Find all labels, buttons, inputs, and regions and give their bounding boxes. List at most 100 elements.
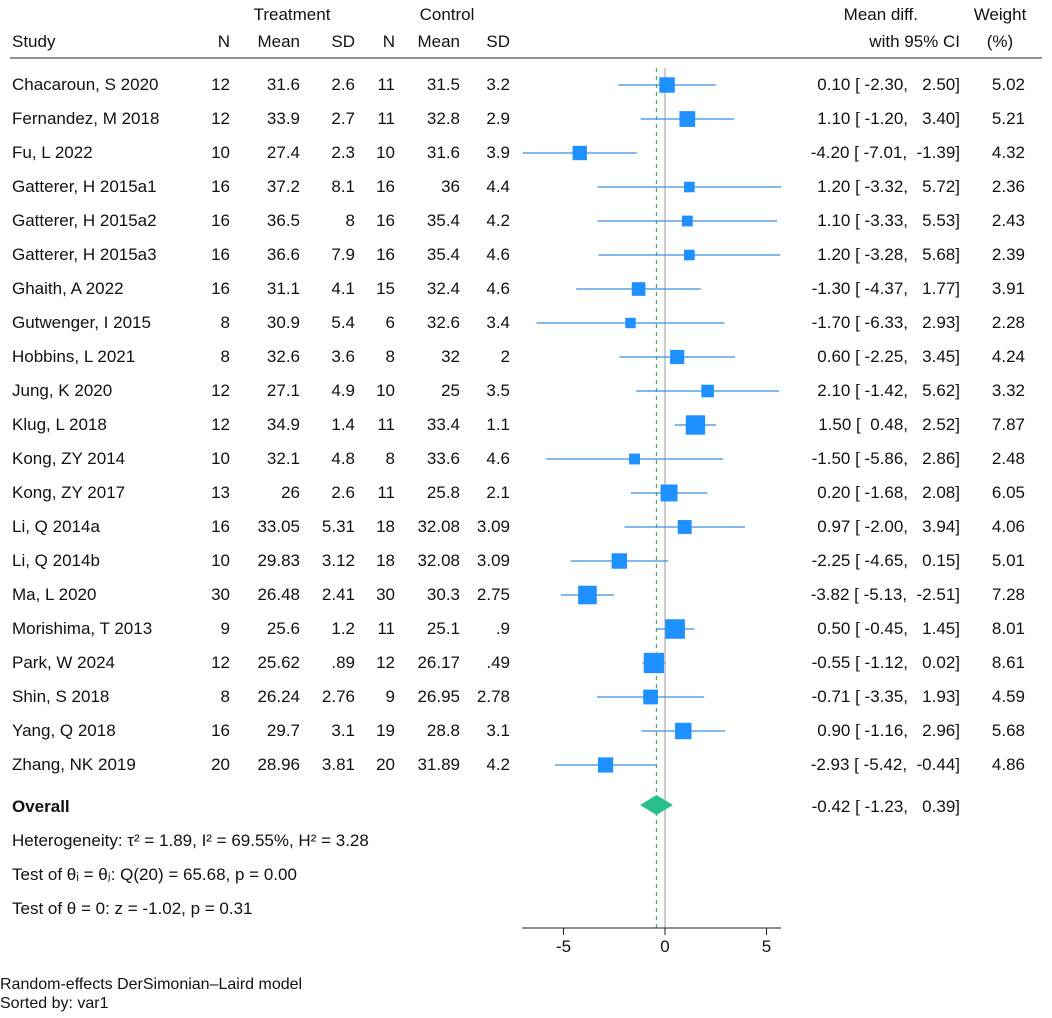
control-mean: 36 [441, 177, 460, 196]
treatment-mean: 36.6 [266, 245, 300, 264]
control-sd: 3.2 [486, 75, 510, 94]
treatment-sd: 4.1 [331, 279, 355, 298]
study-marker [677, 520, 692, 534]
treatment-sd: 2.6 [331, 75, 355, 94]
study-marker [670, 349, 685, 365]
treatment-sd: 2.3 [331, 143, 355, 162]
study-name: Jung, K 2020 [12, 381, 113, 400]
x-axis-tick-label: 0 [660, 937, 670, 956]
control-mean: 32 [441, 347, 460, 366]
study-name: Fu, L 2022 [12, 143, 93, 162]
control-sd: 3.1 [486, 721, 510, 740]
control-n: 30 [376, 585, 395, 604]
treatment-mean: 27.4 [266, 143, 300, 162]
overall-ci: -0.42 [ -1.23, 0.39] [811, 797, 960, 816]
control-mean: 32.08 [417, 551, 460, 570]
control-sd: 4.2 [486, 755, 510, 774]
treatment-n-header: N [217, 32, 230, 51]
study-marker [681, 215, 693, 227]
weight-percent: 4.86 [991, 755, 1025, 774]
study-marker [643, 689, 658, 705]
control-sd: 1.1 [486, 415, 510, 434]
test-theta-0-text: Test of θ = 0: z = -1.02, p = 0.31 [12, 899, 253, 918]
treatment-mean: 31.6 [266, 75, 300, 94]
treatment-sd: 7.9 [331, 245, 355, 264]
control-mean: 35.4 [426, 211, 460, 230]
treatment-n: 12 [211, 415, 230, 434]
control-sd: 4.2 [486, 211, 510, 230]
control-n: 18 [376, 517, 395, 536]
control-n: 18 [376, 551, 395, 570]
treatment-n: 16 [211, 177, 230, 196]
control-sd: 2 [500, 347, 510, 366]
study-name: Kong, ZY 2017 [12, 483, 126, 502]
study-marker [665, 619, 685, 639]
control-n: 20 [376, 755, 395, 774]
treatment-sd: 5.4 [331, 313, 355, 332]
control-n: 16 [376, 177, 395, 196]
study-name: Morishima, T 2013 [12, 619, 153, 638]
mean-diff-ci: 1.20 [ -3.28, 5.68] [817, 245, 960, 264]
treatment-n: 20 [211, 755, 230, 774]
control-sd: 2.9 [486, 109, 510, 128]
sorted-note: Sorted by: var1 [0, 995, 109, 1012]
weight-percent: 8.61 [991, 653, 1025, 672]
control-n: 11 [377, 415, 395, 434]
treatment-mean: 29.7 [266, 721, 300, 740]
treatment-mean: 30.9 [266, 313, 300, 332]
mean-diff-ci: -2.25 [ -4.65, 0.15] [811, 551, 960, 570]
control-header: Control [419, 5, 475, 24]
treatment-n: 30 [211, 585, 230, 604]
study-marker [597, 757, 614, 773]
control-n: 16 [376, 245, 395, 264]
study-marker [675, 722, 692, 740]
control-n: 11 [377, 619, 395, 638]
mean-diff-ci: 0.50 [ -0.45, 1.45] [817, 619, 960, 638]
overall-diamond [640, 795, 673, 815]
weight-header: Weight [973, 5, 1027, 24]
treatment-mean: 27.1 [266, 381, 300, 400]
study-name: Li, Q 2014a [12, 517, 100, 536]
treatment-n: 10 [211, 449, 230, 468]
treatment-sd-header: SD [331, 32, 355, 51]
control-n: 10 [376, 381, 395, 400]
treatment-sd: 2.41 [321, 585, 355, 604]
mean-diff-ci: 1.20 [ -3.32, 5.72] [817, 177, 960, 196]
study-marker [625, 317, 636, 329]
mean-diff-ci: -4.20 [ -7.01, -1.39] [810, 143, 960, 162]
mean-diff-ci: -1.30 [ -4.37, 1.77] [811, 279, 960, 298]
treatment-n: 16 [211, 245, 230, 264]
control-sd-header: SD [486, 32, 510, 51]
control-sd: 2.75 [476, 585, 510, 604]
treatment-mean: 32.6 [266, 347, 300, 366]
study-name: Shin, S 2018 [12, 687, 110, 706]
model-note: Random-effects DerSimonian–Laird model [0, 976, 303, 993]
treatment-sd: 4.8 [331, 449, 355, 468]
weight-percent: 2.48 [991, 449, 1025, 468]
treatment-n: 12 [211, 381, 230, 400]
weight-percent: 2.43 [991, 211, 1025, 230]
treatment-sd: 5.31 [321, 517, 355, 536]
weight-percent: 4.06 [991, 517, 1025, 536]
weight-percent: 6.05 [991, 483, 1025, 502]
treatment-header: Treatment [253, 5, 331, 24]
treatment-n: 12 [211, 75, 230, 94]
control-mean: 25.8 [426, 483, 460, 502]
treatment-sd: 2.7 [331, 109, 355, 128]
control-mean: 26.95 [417, 687, 460, 706]
study-name: Klug, L 2018 [12, 415, 107, 434]
treatment-n: 8 [220, 347, 230, 366]
treatment-mean: 26 [281, 483, 300, 502]
control-sd: 4.4 [486, 177, 510, 196]
study-name: Chacaroun, S 2020 [12, 75, 159, 94]
control-n: 12 [376, 653, 395, 672]
study-name: Kong, ZY 2014 [12, 449, 126, 468]
weight-percent: 7.87 [991, 415, 1025, 434]
treatment-sd: 8 [345, 211, 355, 230]
mean-diff-ci: -3.82 [ -5.13, -2.51] [810, 585, 960, 604]
study-name: Gutwenger, I 2015 [12, 313, 151, 332]
treatment-mean: 33.05 [257, 517, 300, 536]
treatment-mean: 25.6 [266, 619, 300, 638]
weight-percent: 7.28 [991, 585, 1025, 604]
treatment-sd: 3.12 [321, 551, 355, 570]
